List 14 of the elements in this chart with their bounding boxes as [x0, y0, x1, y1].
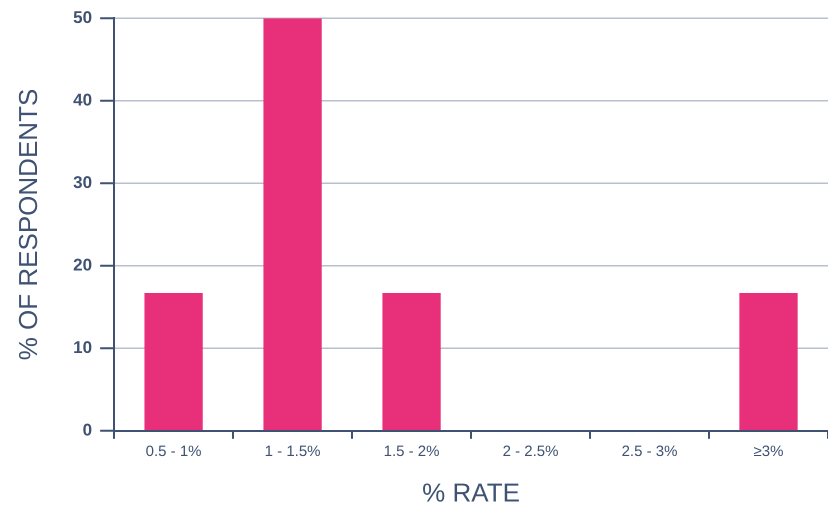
x-tick-label: ≥3% — [754, 442, 784, 460]
x-tick-label: 1 - 1.5% — [264, 442, 321, 460]
y-tick-label: 0 — [82, 420, 92, 440]
y-tick-label: 50 — [73, 8, 92, 27]
x-tick-label: 2.5 - 3% — [622, 442, 678, 460]
y-tick-label: 20 — [73, 255, 92, 274]
y-tick-label: 10 — [73, 338, 92, 357]
y-tick-label: 30 — [73, 172, 92, 192]
x-tick-label: 0.5 - 1% — [146, 442, 202, 460]
y-axis-title: % OF RESPONDENTS — [12, 88, 43, 360]
x-tick-label: 2 - 2.5% — [502, 442, 558, 460]
y-tick-label: 40 — [73, 90, 92, 110]
x-axis-title: % RATE — [422, 478, 520, 508]
x-tick-label: 1.5 - 2% — [384, 442, 440, 460]
